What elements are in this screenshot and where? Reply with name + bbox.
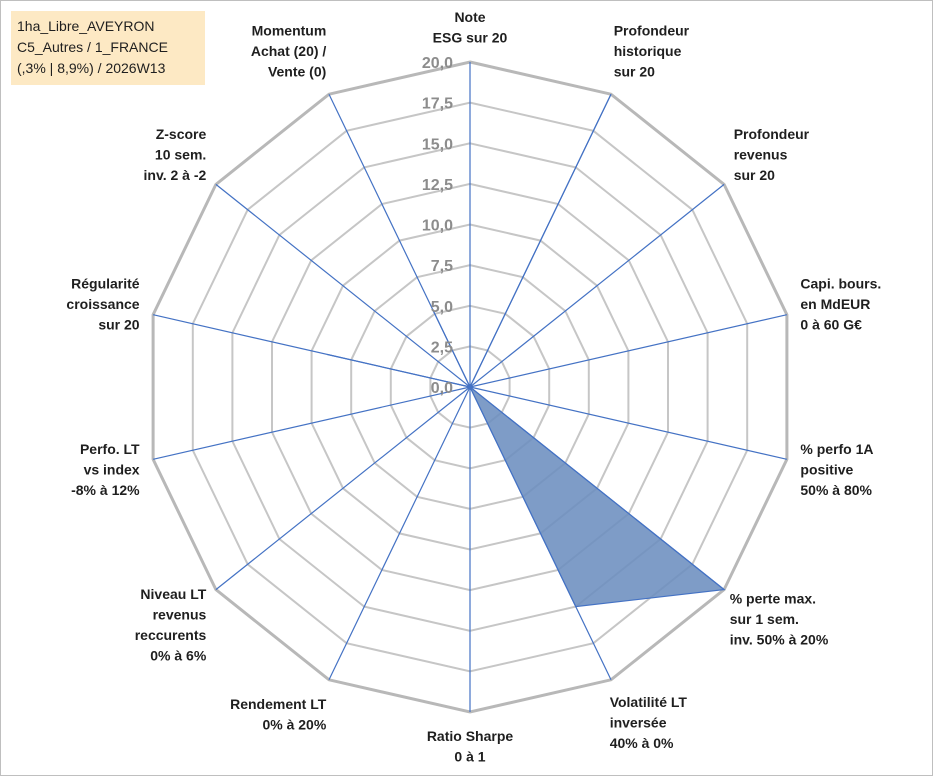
spoke-4 <box>469 386 788 460</box>
spoke-12 <box>215 183 471 388</box>
axis-label-line: % perte max. <box>730 591 816 607</box>
axis-label-line: croissance <box>66 296 139 312</box>
axis-label-6: Volatilité LT inversée 40% à 0% <box>610 694 688 751</box>
axis-label-0: Note ESG sur 20 <box>433 9 508 46</box>
spoke-2 <box>469 183 725 388</box>
spoke-3 <box>469 314 788 388</box>
axis-label-line: sur 20 <box>98 316 139 332</box>
axis-label-line: Profondeur <box>614 23 690 39</box>
axis-label-line: Volatilité LT <box>610 694 688 710</box>
axis-label-line: Ratio Sharpe <box>427 728 514 744</box>
axis-label-line: 0% à 6% <box>150 648 207 664</box>
axis-label-9: Niveau LT revenus reccurents 0% à 6% <box>135 586 207 664</box>
axis-label-line: Perfo. LT <box>80 441 140 457</box>
axis-label-line: Note <box>454 9 485 25</box>
tick-label: 10,0 <box>422 218 453 235</box>
axis-label-line: sur 20 <box>734 167 775 183</box>
spoke-8 <box>328 386 471 681</box>
axis-label-line: inv. 50% à 20% <box>730 632 829 648</box>
axis-label-line: -8% à 12% <box>71 482 140 498</box>
axis-label-line: Capi. bours. <box>800 275 881 291</box>
tick-label: 2,5 <box>431 339 453 356</box>
info-line-3: (,3% | 8,9%) / 2026W13 <box>17 60 166 76</box>
axis-label-line: sur 20 <box>614 64 655 80</box>
axis-label-line: 0% à 20% <box>262 717 326 733</box>
axis-label-11: Régularité croissance sur 20 <box>66 275 139 332</box>
tick-label: 0,0 <box>431 380 453 397</box>
axis-label-line: Profondeur <box>734 126 810 142</box>
spoke-9 <box>215 386 471 591</box>
axis-label-line: ESG sur 20 <box>433 30 508 46</box>
axis-label-line: vs index <box>84 462 140 478</box>
axis-label-line: 0 à 1 <box>454 749 485 765</box>
axis-label-8: Rendement LT 0% à 20% <box>230 696 327 733</box>
axis-label-line: inversée <box>610 715 667 731</box>
axis-label-line: Vente (0) <box>268 64 326 80</box>
tick-label: 12,5 <box>422 177 453 194</box>
series-area-0 <box>327 93 726 608</box>
tick-label: 15,0 <box>422 136 453 153</box>
axis-label-line: Régularité <box>71 275 140 291</box>
axis-label-7: Ratio Sharpe 0 à 1 <box>427 728 514 765</box>
tick-label: 20,0 <box>422 55 453 72</box>
axis-label-line: 40% à 0% <box>610 735 674 751</box>
tick-label: 7,5 <box>431 258 453 275</box>
axis-label-13: Momentum Achat (20) / Vente (0) <box>251 23 327 80</box>
axis-label-5: % perte max. sur 1 sem. inv. 50% à 20% <box>730 591 829 648</box>
info-line-1: 1ha_Libre_AVEYRON <box>17 18 155 34</box>
axis-label-1: Profondeur historique sur 20 <box>614 23 690 80</box>
axis-label-line: reccurents <box>135 627 207 643</box>
axis-label-line: 10 sem. <box>155 146 206 162</box>
tick-label: 5,0 <box>431 299 453 316</box>
axis-label-line: historique <box>614 43 682 59</box>
axis-label-line: Momentum <box>252 23 327 39</box>
axis-label-line: en MdEUR <box>800 296 870 312</box>
axis-label-line: % perfo 1A <box>800 441 873 457</box>
axis-label-2: Profondeur revenus sur 20 <box>734 126 810 183</box>
axis-label-line: revenus <box>153 607 207 623</box>
axis-label-line: Niveau LT <box>140 586 206 602</box>
info-line-2: C5_Autres / 1_FRANCE <box>17 39 168 55</box>
info-box: 1ha_Libre_AVEYRON C5_Autres / 1_FRANCE (… <box>11 11 205 85</box>
axis-label-line: 0 à 60 G€ <box>800 316 862 332</box>
axis-label-line: revenus <box>734 146 788 162</box>
axis-label-3: Capi. bours. en MdEUR 0 à 60 G€ <box>800 275 881 332</box>
axis-label-line: Z-score <box>156 126 207 142</box>
axis-label-line: Rendement LT <box>230 696 327 712</box>
axis-label-line: inv. 2 à -2 <box>144 167 207 183</box>
tick-label: 17,5 <box>422 96 453 113</box>
axis-label-line: 50% à 80% <box>800 482 872 498</box>
axis-label-line: sur 1 sem. <box>730 611 799 627</box>
spoke-10 <box>152 386 471 460</box>
axis-label-4: % perfo 1A positive 50% à 80% <box>800 441 873 498</box>
axis-label-line: Achat (20) / <box>251 43 327 59</box>
axis-label-line: positive <box>800 462 853 478</box>
axis-label-12: Z-score 10 sem. inv. 2 à -2 <box>144 126 207 183</box>
axis-label-10: Perfo. LT vs index -8% à 12% <box>71 441 140 498</box>
